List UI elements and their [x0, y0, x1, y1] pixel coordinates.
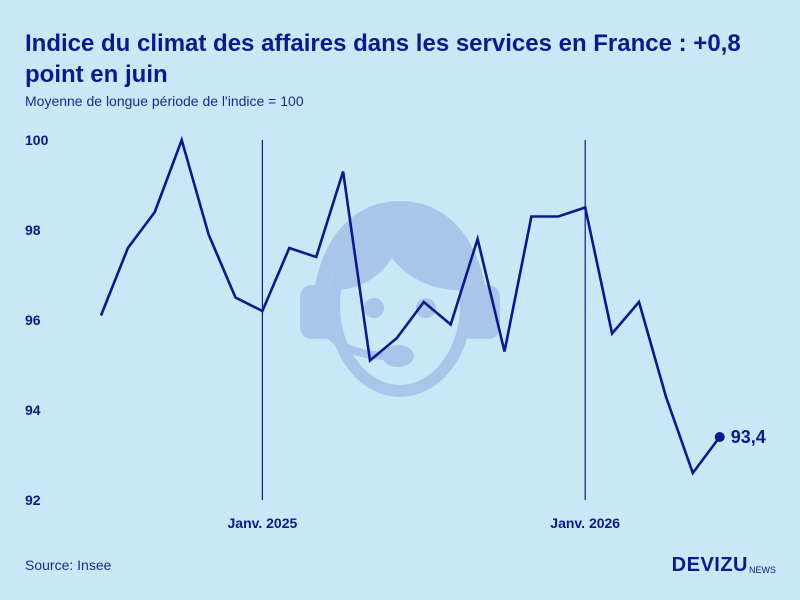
y-tick-label: 92 [25, 492, 41, 508]
y-tick-label: 100 [25, 132, 49, 148]
brand-logo: DEVIZU NEWS [672, 554, 776, 577]
x-tick-label: Janv. 2026 [550, 515, 620, 531]
source-note: Source: Insee [25, 557, 112, 573]
y-tick-label: 96 [25, 312, 41, 328]
last-data-point [714, 432, 725, 442]
series-line [99, 135, 721, 476]
y-tick-label: 98 [25, 222, 41, 238]
support-agent-headset-icon [300, 200, 500, 397]
brand-suffix: NEWS [749, 565, 776, 575]
chart-subtitle: Moyenne de longue période de l'indice = … [25, 93, 304, 109]
y-tick-label: 94 [25, 402, 41, 418]
x-tick-label: Janv. 2025 [228, 515, 298, 531]
brand-name: DEVIZU [671, 554, 748, 576]
chart-title: Indice du climat des affaires dans les s… [25, 30, 741, 88]
last-value-label: 93,4 [731, 427, 766, 447]
